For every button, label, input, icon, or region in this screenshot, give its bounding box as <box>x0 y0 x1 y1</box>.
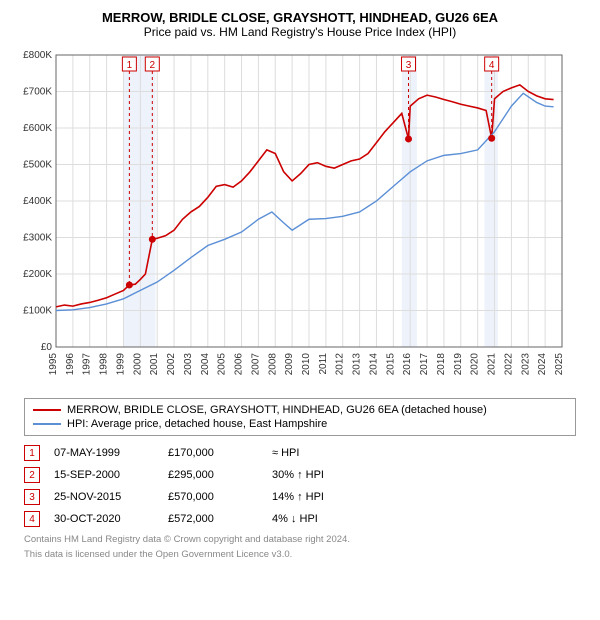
svg-text:2000: 2000 <box>132 353 143 376</box>
price-chart: £0 £100K £200K £300K £400K £500K £600K £700K £80… <box>10 47 570 387</box>
event-row: 4 30-OCT-2020 £572,000 4% ↓ HPI <box>24 508 576 530</box>
event-table: 1 07-MAY-1999 £170,000 ≈ HPI 2 15-SEP-2000 £29… <box>24 442 576 530</box>
event-date: 15-SEP-2000 <box>54 469 154 481</box>
svg-text:2020: 2020 <box>470 353 481 376</box>
legend-row: HPI: Average price, detached house, East… <box>33 417 567 431</box>
svg-text:2025: 2025 <box>554 353 565 376</box>
svg-text:£200K: £200K <box>23 269 52 280</box>
svg-text:2016: 2016 <box>402 353 413 376</box>
legend-swatch <box>33 409 61 411</box>
event-date: 25-NOV-2015 <box>54 491 154 503</box>
event-marker: 4 <box>24 511 40 527</box>
svg-text:2022: 2022 <box>503 353 514 376</box>
svg-text:2009: 2009 <box>284 353 295 376</box>
chart-subtitle: Price paid vs. HM Land Registry's House … <box>10 25 590 39</box>
svg-text:2012: 2012 <box>335 353 346 376</box>
event-delta: 30% ↑ HPI <box>272 469 352 481</box>
svg-text:2014: 2014 <box>368 353 379 376</box>
event-marker: 2 <box>24 467 40 483</box>
svg-text:2007: 2007 <box>250 353 261 376</box>
chart-container: £0 £100K £200K £300K £400K £500K £600K £700K £80… <box>10 47 590 392</box>
event-marker: 1 <box>24 445 40 461</box>
svg-text:1999: 1999 <box>115 353 126 376</box>
svg-text:2019: 2019 <box>453 353 464 376</box>
svg-text:2005: 2005 <box>217 353 228 376</box>
event-delta: ≈ HPI <box>272 447 352 459</box>
svg-text:£700K: £700K <box>23 87 52 98</box>
legend-row: MERROW, BRIDLE CLOSE, GRAYSHOTT, HINDHEA… <box>33 403 567 417</box>
legend-label: HPI: Average price, detached house, East… <box>67 418 327 430</box>
svg-text:2006: 2006 <box>234 353 245 376</box>
svg-text:1: 1 <box>127 60 133 71</box>
svg-text:2013: 2013 <box>352 353 363 376</box>
event-row: 2 15-SEP-2000 £295,000 30% ↑ HPI <box>24 464 576 486</box>
svg-text:£0: £0 <box>41 342 53 353</box>
legend-swatch <box>33 423 61 425</box>
svg-text:1996: 1996 <box>65 353 76 376</box>
footer-line-1: Contains HM Land Registry data © Crown c… <box>24 534 576 545</box>
svg-text:2024: 2024 <box>537 353 548 376</box>
svg-text:2003: 2003 <box>183 353 194 376</box>
svg-text:2004: 2004 <box>200 353 211 376</box>
svg-text:£600K: £600K <box>23 123 52 134</box>
svg-text:4: 4 <box>489 60 495 71</box>
legend: MERROW, BRIDLE CLOSE, GRAYSHOTT, HINDHEA… <box>24 398 576 436</box>
svg-text:2002: 2002 <box>166 353 177 376</box>
svg-text:1997: 1997 <box>82 353 93 376</box>
svg-text:1995: 1995 <box>48 353 59 376</box>
svg-text:2011: 2011 <box>318 353 329 375</box>
svg-text:2008: 2008 <box>267 353 278 376</box>
chart-title: MERROW, BRIDLE CLOSE, GRAYSHOTT, HINDHEA… <box>10 10 590 25</box>
event-delta: 4% ↓ HPI <box>272 513 352 525</box>
svg-text:2017: 2017 <box>419 353 430 376</box>
svg-text:2021: 2021 <box>487 353 498 376</box>
svg-text:2015: 2015 <box>385 353 396 376</box>
svg-text:2010: 2010 <box>301 353 312 376</box>
svg-text:2: 2 <box>150 60 156 71</box>
svg-text:2018: 2018 <box>436 353 447 376</box>
event-date: 30-OCT-2020 <box>54 513 154 525</box>
event-row: 1 07-MAY-1999 £170,000 ≈ HPI <box>24 442 576 464</box>
event-date: 07-MAY-1999 <box>54 447 154 459</box>
event-price: £295,000 <box>168 469 258 481</box>
svg-text:1998: 1998 <box>99 353 110 376</box>
event-price: £570,000 <box>168 491 258 503</box>
svg-text:£400K: £400K <box>23 196 52 207</box>
svg-text:2023: 2023 <box>520 353 531 376</box>
svg-text:2001: 2001 <box>149 353 160 376</box>
footer-line-2: This data is licensed under the Open Gov… <box>24 549 576 560</box>
svg-text:3: 3 <box>406 60 412 71</box>
event-price: £170,000 <box>168 447 258 459</box>
svg-text:£500K: £500K <box>23 160 52 171</box>
svg-text:£300K: £300K <box>23 233 52 244</box>
svg-text:£100K: £100K <box>23 306 52 317</box>
event-row: 3 25-NOV-2015 £570,000 14% ↑ HPI <box>24 486 576 508</box>
legend-label: MERROW, BRIDLE CLOSE, GRAYSHOTT, HINDHEA… <box>67 404 487 416</box>
event-marker: 3 <box>24 489 40 505</box>
svg-text:£800K: £800K <box>23 50 52 61</box>
event-price: £572,000 <box>168 513 258 525</box>
event-delta: 14% ↑ HPI <box>272 491 352 503</box>
